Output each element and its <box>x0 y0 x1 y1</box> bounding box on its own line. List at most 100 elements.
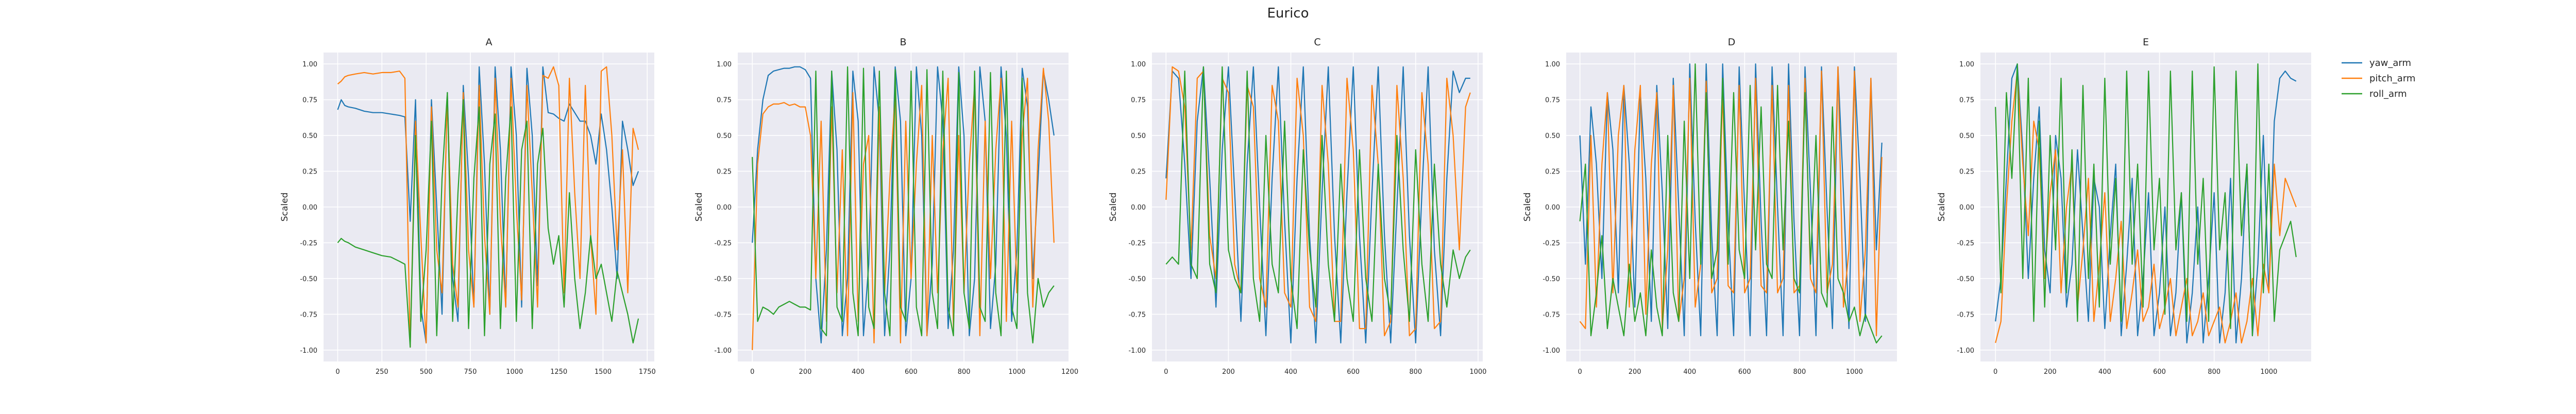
subplot-title: A <box>486 37 493 48</box>
y-tick-label: 0.75 <box>1545 97 1560 105</box>
x-tick-label: 800 <box>2208 368 2221 376</box>
y-tick-label: -0.50 <box>1957 275 1974 283</box>
subplot-e: 1.00 0.75 0.50 0.25 0.00 -0.25 -0.50 -0.75 -1.00… <box>1937 37 2311 376</box>
x-tick-label: 600 <box>1347 368 1360 376</box>
series-line-pitch-arm <box>1579 66 1883 337</box>
legend-item: pitch_arm <box>2342 73 2415 84</box>
series-line-roll-arm <box>1579 63 1883 344</box>
y-tick-label: -0.50 <box>300 275 317 283</box>
x-tick-label: 750 <box>464 368 477 376</box>
y-axis-label: Scaled <box>280 193 290 222</box>
series-group <box>1995 63 2297 344</box>
x-tick-label: 400 <box>1683 368 1696 376</box>
series-group <box>337 66 639 348</box>
subplot-title: D <box>1728 37 1736 48</box>
y-tick-label: 0.00 <box>1131 204 1146 212</box>
y-tick-label: 0.25 <box>717 168 732 176</box>
y-tick-label: -1.00 <box>300 347 317 355</box>
x-tick-label: 200 <box>2044 368 2057 376</box>
legend: yaw_arm pitch_arm roll_arm <box>2342 58 2415 99</box>
x-tick-label: 200 <box>1222 368 1235 376</box>
y-tick-label: -0.75 <box>1957 311 1974 319</box>
y-tick-label: -0.25 <box>1957 239 1974 247</box>
x-tick-label: 1000 <box>1469 368 1486 376</box>
x-tick-label: 0 <box>1993 368 1997 376</box>
y-tick-label: -0.50 <box>714 275 732 283</box>
x-tick-label: 0 <box>1164 368 1168 376</box>
y-tick-label: 0.25 <box>1545 168 1560 176</box>
y-tick-label: 0.50 <box>1545 132 1560 140</box>
subplot-title: C <box>1314 37 1320 48</box>
y-tick-label: 0.75 <box>1959 97 1974 105</box>
series-line-roll-arm <box>1995 63 2297 337</box>
y-tick-label: 1.00 <box>1545 61 1560 68</box>
y-tick-label: -0.25 <box>1543 239 1560 247</box>
series-line-yaw-arm <box>1165 66 1470 344</box>
x-tick-label: 1000 <box>1846 368 1863 376</box>
series-group <box>1165 66 1471 344</box>
x-tick-label: 1000 <box>2260 368 2277 376</box>
x-tick-label: 600 <box>2153 368 2166 376</box>
y-tick-label: -0.75 <box>714 311 732 319</box>
x-tick-label: 800 <box>958 368 971 376</box>
x-tick-label: 200 <box>799 368 812 376</box>
y-tick-label: 1.00 <box>302 61 317 68</box>
y-tick-label: -1.00 <box>1957 347 1974 355</box>
y-tick-label: -0.25 <box>300 239 317 247</box>
y-tick-label: -0.75 <box>300 311 317 319</box>
subplot-b: 1.00 0.75 0.50 0.25 0.00 -0.25 -0.50 -0.75 -1.00… <box>694 37 1078 376</box>
x-tick-label: 600 <box>1738 368 1751 376</box>
x-tick-label: 1250 <box>550 368 567 376</box>
y-tick-label: 0.00 <box>717 204 732 212</box>
series-line-yaw-arm <box>337 66 639 344</box>
y-axis-label: Scaled <box>1108 193 1118 222</box>
legend-label: roll_arm <box>2369 89 2407 99</box>
y-tick-label: -0.25 <box>1128 239 1146 247</box>
x-tick-label: 800 <box>1409 368 1422 376</box>
subplot-grid: 1.00 0.75 0.50 0.25 0.00 -0.25 -0.50 -0.75 -1.00… <box>280 37 2311 376</box>
x-tick-label: 1750 <box>639 368 656 376</box>
y-axis-label: Scaled <box>1522 193 1533 222</box>
x-tick-label: 0 <box>335 368 340 376</box>
x-tick-label: 0 <box>750 368 754 376</box>
x-tick-label: 400 <box>2098 368 2111 376</box>
y-tick-label: 0.00 <box>1545 204 1560 212</box>
x-tick-label: 0 <box>1578 368 1582 376</box>
x-tick-label: 250 <box>376 368 388 376</box>
y-tick-label: 0.25 <box>1131 168 1146 176</box>
x-tick-label: 1200 <box>1061 368 1078 376</box>
series-line-roll-arm <box>1165 66 1471 330</box>
y-tick-label: -0.50 <box>1543 275 1560 283</box>
y-tick-label: 1.00 <box>1959 61 1974 68</box>
y-tick-label: -1.00 <box>1128 347 1146 355</box>
subplot-d: 1.00 0.75 0.50 0.25 0.00 -0.25 -0.50 -0.75 -1.00… <box>1522 37 1897 376</box>
y-tick-label: 0.50 <box>717 132 732 140</box>
legend-label: yaw_arm <box>2369 58 2411 68</box>
x-tick-label: 200 <box>1629 368 1641 376</box>
y-tick-label: 0.50 <box>1131 132 1146 140</box>
series-group <box>752 66 1055 350</box>
x-tick-label: 1500 <box>595 368 612 376</box>
y-tick-label: -1.00 <box>714 347 732 355</box>
y-tick-label: 0.25 <box>1959 168 1974 176</box>
series-line-roll-arm <box>752 66 1055 344</box>
series-line-roll-arm <box>337 92 639 348</box>
y-tick-label: 0.00 <box>302 204 317 212</box>
y-tick-label: 0.75 <box>302 97 317 105</box>
subplot-title: B <box>900 37 906 48</box>
x-tick-label: 400 <box>1284 368 1297 376</box>
x-tick-label: 800 <box>1793 368 1806 376</box>
y-tick-label: 0.75 <box>717 97 732 105</box>
legend-label: pitch_arm <box>2369 73 2415 84</box>
series-line-yaw-arm <box>1579 63 1883 337</box>
y-tick-label: -0.75 <box>1543 311 1560 319</box>
legend-item: yaw_arm <box>2342 58 2411 68</box>
x-tick-label: 500 <box>420 368 433 376</box>
y-axis-label: Scaled <box>1937 193 1947 222</box>
figure-title: Eurico <box>1267 6 1309 21</box>
y-tick-label: 0.75 <box>1131 97 1146 105</box>
y-tick-label: -1.00 <box>1543 347 1560 355</box>
y-tick-label: -0.75 <box>1128 311 1146 319</box>
